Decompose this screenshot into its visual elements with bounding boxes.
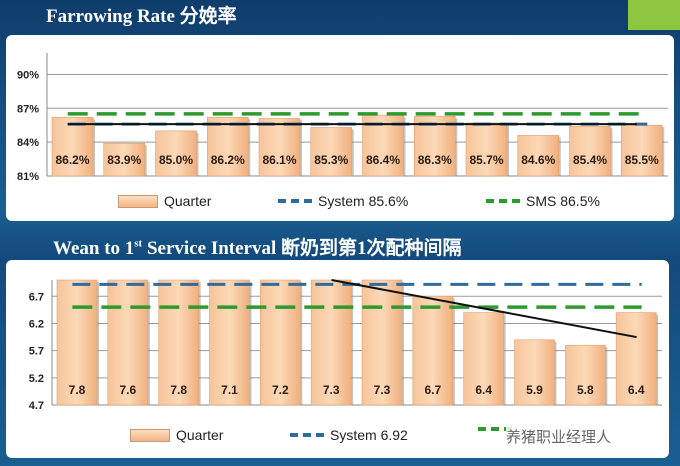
- bar-value-label: 85.0%: [159, 153, 193, 167]
- bar-value-label: 7.1: [221, 383, 238, 397]
- bar-value-label: 6.7: [424, 383, 441, 397]
- trend-line: [331, 279, 637, 339]
- bar: [514, 339, 555, 406]
- chart2-legend-quarter: Quarter: [130, 427, 223, 443]
- bar: [158, 279, 199, 406]
- bar: [412, 296, 454, 406]
- chart1-title: Farrowing Rate 分娩率: [46, 6, 237, 27]
- chart1-legend-quarter: Quarter: [118, 193, 211, 209]
- bar: [209, 279, 250, 406]
- bar-value-label: 7.2: [272, 383, 289, 397]
- bar: [310, 279, 352, 406]
- bar: [310, 127, 353, 177]
- bar-swatch-icon: [118, 194, 158, 208]
- watermark: 养猪职业经理人: [506, 426, 612, 447]
- bar-value-label: 5.9: [526, 383, 543, 397]
- legend-label: Quarter: [164, 193, 212, 209]
- bar-value-label: 6.4: [628, 383, 645, 397]
- bar-value-label: 85.7%: [469, 153, 503, 167]
- bar: [206, 117, 249, 177]
- legend-label: System 85.6%: [318, 193, 409, 209]
- dash-swatch-icon: [290, 433, 324, 437]
- bar: [103, 142, 146, 177]
- bar: [565, 344, 606, 406]
- bar: [51, 117, 94, 177]
- bar-value-label: 85.4%: [573, 153, 607, 167]
- bar: [463, 312, 504, 406]
- bar: [107, 279, 149, 406]
- bar-value-label: 7.3: [323, 383, 340, 397]
- chart2-title: Wean to 1st Service Interval 断奶到第1次配种间隔: [53, 233, 462, 260]
- chart1-legend-system: System 85.6%: [278, 193, 408, 209]
- y-tick-label: 81%: [17, 171, 39, 183]
- bar-value-label: 86.1%: [262, 153, 296, 167]
- bar: [569, 126, 611, 177]
- y-tick-label: 4.7: [29, 400, 44, 412]
- chart2-legend-sms: [478, 427, 512, 431]
- legend-label: Quarter: [176, 427, 224, 443]
- bar-value-label: 7.3: [374, 383, 391, 397]
- bar: [260, 279, 301, 406]
- y-tick-label: 90%: [17, 69, 39, 81]
- dash-swatch-icon: [478, 427, 512, 431]
- bar-value-label: 5.8: [577, 383, 594, 397]
- y-tick-label: 84%: [17, 137, 39, 149]
- bar-value-label: 86.4%: [366, 153, 400, 167]
- y-tick-label: 5.2: [29, 373, 44, 385]
- bar-swatch-icon: [130, 428, 170, 442]
- bar-value-label: 86.3%: [418, 153, 452, 167]
- dash-swatch-icon: [486, 199, 520, 203]
- chart2-title-sup: st: [134, 237, 143, 250]
- bar-value-label: 7.6: [119, 383, 136, 397]
- bar-value-label: 83.9%: [107, 153, 141, 167]
- bar-value-label: 85.5%: [625, 153, 659, 167]
- dash-swatch-icon: [278, 199, 312, 203]
- chart2-legend-system: System 6.92: [290, 427, 408, 443]
- bar-value-label: 86.2%: [211, 153, 245, 167]
- bar: [258, 118, 301, 177]
- accent-block: [628, 0, 680, 30]
- bar-value-label: 84.6%: [521, 153, 555, 167]
- bar-value-label: 6.4: [475, 383, 492, 397]
- chart2-title-text: Wean to 1: [53, 238, 135, 259]
- bar: [615, 312, 657, 406]
- bar: [517, 135, 560, 177]
- y-tick-label: 87%: [17, 103, 39, 115]
- bar: [361, 279, 403, 406]
- bar: [413, 115, 456, 177]
- y-tick-label: 6.2: [29, 318, 44, 330]
- bar-value-label: 7.8: [69, 383, 86, 397]
- bar-value-label: 7.8: [170, 383, 187, 397]
- bar-value-label: 85.3%: [314, 153, 348, 167]
- chart1-legend-sms: SMS 86.5%: [486, 193, 600, 209]
- bar: [56, 279, 98, 406]
- chart2-title-text-rest: Service Interval 断奶到第1次配种间隔: [142, 238, 462, 259]
- bar: [465, 122, 508, 177]
- legend-label: System 6.92: [330, 427, 408, 443]
- bar-value-label: 86.2%: [55, 153, 89, 167]
- y-tick-label: 6.7: [29, 291, 44, 303]
- legend-label: SMS 86.5%: [526, 193, 600, 209]
- bar: [155, 130, 197, 177]
- bar: [620, 124, 663, 177]
- y-tick-label: 5.7: [29, 346, 44, 358]
